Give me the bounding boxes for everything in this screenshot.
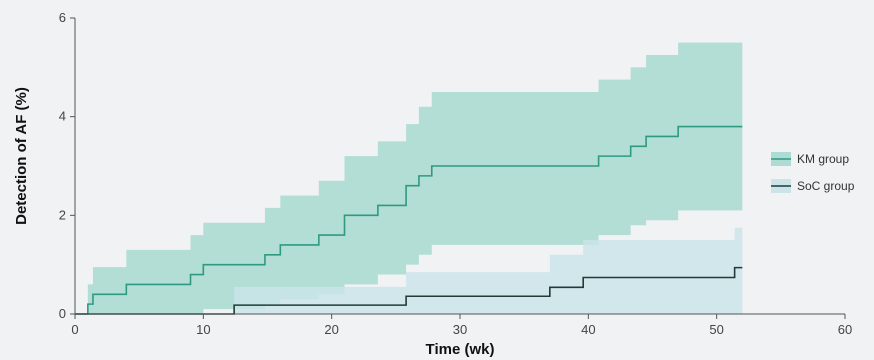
x-axis-title: Time (wk) (426, 341, 495, 358)
x-tick-label: 40 (581, 322, 595, 337)
y-tick-label: 2 (59, 207, 66, 222)
band-soc-group (75, 227, 743, 314)
x-tick-label: 20 (324, 322, 338, 337)
y-tick-label: 0 (59, 306, 66, 321)
legend: KM group SoC group (771, 152, 855, 193)
legend-label-km-group: KM group (797, 152, 849, 166)
x-tick-label: 30 (453, 322, 467, 337)
x-tick-label: 10 (196, 322, 210, 337)
band-km-group (75, 42, 743, 315)
x-tick-label: 0 (71, 322, 78, 337)
y-tick-label: 6 (59, 10, 66, 25)
confidence-bands (75, 42, 743, 315)
x-tick-label: 50 (709, 322, 723, 337)
y-tick-label: 4 (59, 109, 66, 124)
y-axis-title: Detection of AF (%) (13, 87, 30, 225)
axes: 0 10 20 30 40 50 60 0 2 4 6 (59, 10, 852, 337)
x-tick-label: 60 (838, 322, 852, 337)
legend-label-soc-group: SoC group (797, 179, 855, 193)
step-lines (75, 125, 743, 315)
line-soc-group (75, 266, 743, 315)
line-km-group (75, 125, 743, 315)
